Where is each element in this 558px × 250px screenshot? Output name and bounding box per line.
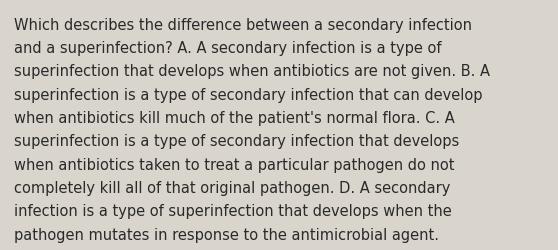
Text: when antibiotics kill much of the patient's normal flora. C. A: when antibiotics kill much of the patien… <box>14 110 455 126</box>
Text: completely kill all of that original pathogen. D. A secondary: completely kill all of that original pat… <box>14 180 450 195</box>
Text: superinfection is a type of secondary infection that develops: superinfection is a type of secondary in… <box>14 134 459 149</box>
Text: and a superinfection? A. A secondary infection is a type of: and a superinfection? A. A secondary inf… <box>14 41 441 56</box>
Text: infection is a type of superinfection that develops when the: infection is a type of superinfection th… <box>14 204 451 218</box>
Text: Which describes the difference between a secondary infection: Which describes the difference between a… <box>14 18 472 32</box>
Text: when antibiotics taken to treat a particular pathogen do not: when antibiotics taken to treat a partic… <box>14 157 454 172</box>
Text: superinfection that develops when antibiotics are not given. B. A: superinfection that develops when antibi… <box>14 64 490 79</box>
Text: pathogen mutates in response to the antimicrobial agent.: pathogen mutates in response to the anti… <box>14 227 439 242</box>
Text: superinfection is a type of secondary infection that can develop: superinfection is a type of secondary in… <box>14 87 483 102</box>
